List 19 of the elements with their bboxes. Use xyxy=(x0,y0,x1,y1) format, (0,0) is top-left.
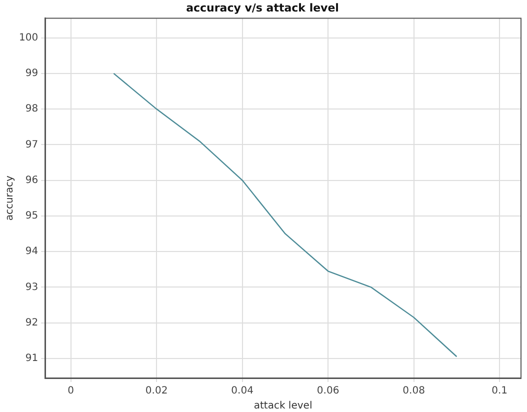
x-tick-label: 0.06 xyxy=(316,386,340,397)
y-axis-title: accuracy xyxy=(4,175,16,221)
y-tick-label: 92 xyxy=(25,317,38,328)
y-tick-label: 94 xyxy=(25,246,38,258)
y-tick-label: 95 xyxy=(25,210,38,222)
y-tick-label: 99 xyxy=(25,68,38,80)
chart-title: accuracy v/s attack level xyxy=(186,1,339,14)
x-axis-title: attack level xyxy=(254,400,312,412)
x-tick-label: 0.1 xyxy=(492,386,508,397)
y-tick-label: 91 xyxy=(25,353,38,364)
x-tick-label: 0.04 xyxy=(231,386,254,397)
x-tick-label: 0.08 xyxy=(402,386,425,397)
y-tick-label: 97 xyxy=(25,139,38,150)
y-tick-label: 96 xyxy=(25,174,38,186)
y-tick-label: 93 xyxy=(25,282,38,293)
x-tick-label: 0 xyxy=(68,386,74,397)
x-tick-label: 0.02 xyxy=(145,386,168,397)
y-tick-label: 98 xyxy=(25,104,38,115)
y-tick-label: 100 xyxy=(18,32,38,44)
